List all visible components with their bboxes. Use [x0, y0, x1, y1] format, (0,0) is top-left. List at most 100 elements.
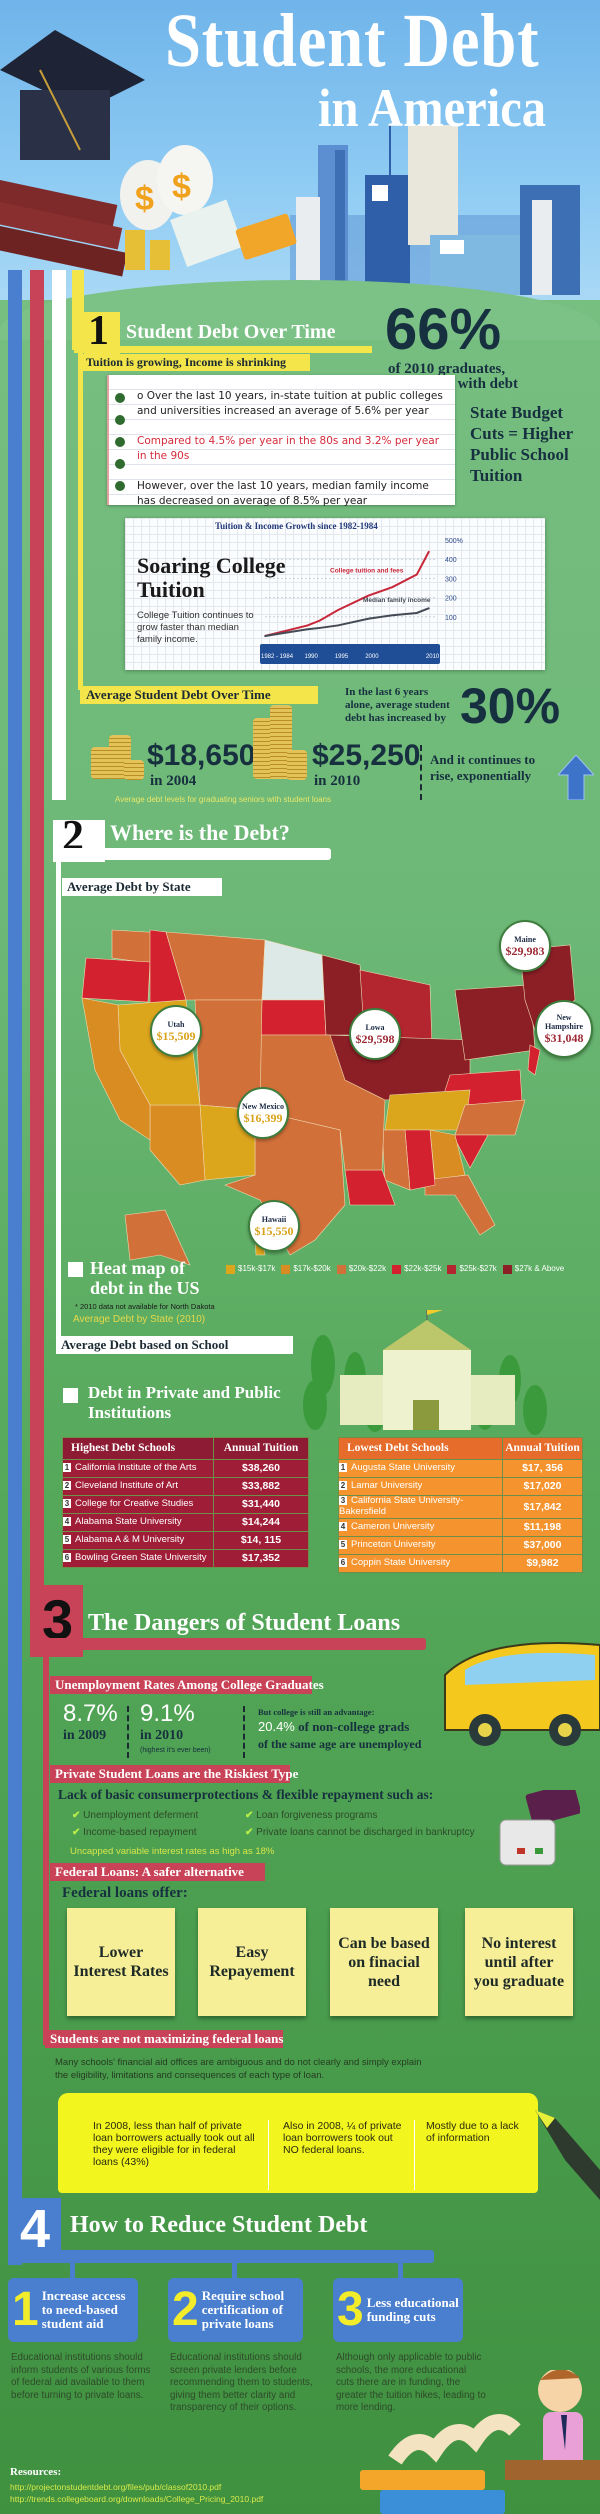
school-name: California Institute of the Arts: [75, 1462, 197, 1474]
section-4-number: 4: [20, 2199, 51, 2259]
legend-item: $25k-$27k: [447, 1264, 497, 1274]
yellow-stripe: [72, 270, 84, 350]
table-row: 6 Bowling Green State University $17,352: [62, 1549, 309, 1568]
map-footnote: * 2010 data not available for North Dako…: [75, 1302, 215, 1311]
institutions-bullet: [63, 1388, 78, 1403]
state-north-carolina: [454, 1099, 526, 1136]
resource-link[interactable]: http://projectonstudentdebt.org/files/pu…: [10, 2482, 222, 2492]
data-point: [428, 607, 430, 609]
coin-stack-icon: [287, 750, 307, 780]
step-3-description: Although only applicable to public schoo…: [336, 2352, 486, 2413]
up-arrow-icon: [558, 755, 594, 800]
rank-badge: 3: [63, 1499, 71, 1509]
sticky-note-financial-need: Can be based on finacial need: [330, 1908, 438, 2016]
school-name: College for Creative Studies: [75, 1498, 194, 1510]
sticky-note-lower-rates: Lower Interest Rates: [67, 1908, 175, 2016]
rise-text: And it continues to rise, exponentially: [430, 752, 536, 783]
legend-item: $22k-$25k: [392, 1264, 441, 1274]
state-florida: [424, 1174, 496, 1236]
data-point: [264, 635, 266, 637]
data-point: [318, 619, 321, 622]
connector: [232, 2263, 237, 2279]
section-1-number: 1: [88, 308, 109, 354]
rate-2010: 9.1%: [140, 1700, 195, 1727]
data-point: [367, 617, 370, 620]
rate-2009-year: in 2009: [63, 1728, 107, 1743]
state-kentucky-tennessee: [384, 1089, 471, 1131]
callout-value: $29,983: [505, 943, 545, 958]
fact-3: Mostly due to a lack of information: [426, 2120, 519, 2144]
state-budget-cuts-text: State Budget Cuts = Higher Public School…: [470, 403, 573, 485]
table-row: 1 Augusta State University $17, 356: [338, 1459, 583, 1478]
dashed-divider: [127, 1706, 129, 1758]
caption-line-1: of 2010 graduates,: [388, 361, 506, 377]
step-title: Require school certification of private …: [201, 2288, 285, 2331]
legend-label: $15k-$17k: [238, 1264, 276, 1273]
lack-protections-text: Lack of basic consumerprotections & flex…: [58, 1787, 434, 1802]
advantage-line-1: 20.4% of non-college grads: [258, 1719, 409, 1734]
checklist-right: ✔ Loan forgiveness programs ✔ Private lo…: [245, 1807, 475, 1841]
school-name: Cleveland Institute of Art: [75, 1480, 178, 1492]
data-point: [415, 573, 418, 576]
page-title: Student Debt: [165, 0, 540, 83]
callout-value: $16,399: [243, 1110, 283, 1125]
step-number: 1: [12, 2283, 39, 2336]
dashed-divider: [243, 1706, 245, 1758]
note-tuition-increase: o Over the last 10 years, in-state tuiti…: [137, 390, 443, 417]
table-row: 5 Alabama A & M University $14, 115: [62, 1531, 309, 1550]
state-california: [81, 997, 151, 1141]
debt-increase-text: In the last 6 years alone, average stude…: [345, 686, 450, 724]
checkmark-icon: ✔: [72, 1827, 81, 1838]
annual-tuition: $14, 115: [213, 1531, 309, 1550]
check-item: ✔ Unemployment deferment: [72, 1807, 198, 1824]
legend-item: $20k-$22k: [336, 1264, 387, 1274]
resource-link[interactable]: http://trends.collegeboard.org/downloads…: [10, 2494, 264, 2504]
legend-label: $20k-$22k: [348, 1264, 387, 1273]
fact-1: In 2008, less than half of private loan …: [93, 2120, 255, 2168]
data-point: [428, 550, 430, 553]
checkmark-icon: ✔: [72, 1810, 81, 1821]
legend-label: $17k-$20k: [293, 1264, 331, 1273]
advantage-text: of non-college grads: [298, 1719, 410, 1734]
data-point: [367, 594, 370, 597]
rate-2010-note: (highest it's ever been): [140, 1747, 211, 1754]
lowest-debt-table: Lowest Debt Schools Annual Tuition 1 Augus…: [338, 1437, 583, 1573]
data-point: [391, 614, 394, 617]
white-section-line: [56, 855, 61, 1350]
us-heat-map: [81, 929, 576, 1266]
tuition-income-chart: Tuition & Income Growth since 1982-1984 …: [125, 518, 545, 670]
rate-2009: 8.7%: [63, 1700, 118, 1727]
connector: [398, 2263, 403, 2279]
check-label: Unemployment deferment: [83, 1810, 199, 1821]
col-header-school: Highest Debt Schools: [62, 1437, 214, 1460]
section-4-title: How to Reduce Student Debt: [70, 2212, 368, 2238]
school-name: Princeton University: [351, 1538, 436, 1550]
notebook-paper: o Over the last 10 years, in-state tuiti…: [107, 375, 455, 507]
callout-state: Maine: [514, 934, 536, 944]
col-header-school: Lowest Debt Schools: [338, 1437, 503, 1460]
institutions-title: Debt in Private and Public Institutions: [88, 1383, 281, 1422]
note-comparison: Compared to 4.5% per year in the 80s and…: [137, 435, 440, 462]
line-chart-svg: 500% 400 300 200 100 1982 - 1984 1990 1995 2000 2…: [260, 538, 463, 664]
table-row: 3 College for Creative Studies $31,440: [62, 1495, 309, 1514]
rate-2010-year: in 2010: [140, 1728, 184, 1743]
checkmark-icon: ✔: [245, 1827, 254, 1838]
check-label: Private loans cannot be discharged in ba…: [256, 1827, 475, 1838]
series-label: Median family income: [363, 597, 431, 604]
debt-2010-value: $25,250: [312, 739, 421, 772]
red-stripe: [30, 270, 44, 1600]
y-tick-label: 500%: [445, 538, 463, 545]
table-row: 1 California Institute of the Arts $38,260: [62, 1459, 309, 1478]
table-row: 2 Cleveland Institute of Art $33,882: [62, 1477, 309, 1496]
fact-2: Also in 2008, ¼ of private loan borrower…: [283, 2120, 402, 2156]
callout-value: $31,048: [544, 1031, 584, 1045]
yellow-section-line: [78, 345, 83, 690]
data-point: [391, 586, 394, 588]
section-1-title-bar: [74, 346, 372, 353]
y-tick-label: 400: [445, 557, 457, 564]
callout-state: Utah: [167, 1019, 185, 1029]
legend-label: $25k-$27k: [459, 1264, 497, 1273]
check-item: ✔ Loan forgiveness programs: [245, 1807, 475, 1824]
chart-title: Tuition & Income Growth since 1982-1984: [215, 521, 378, 531]
dashed-divider: [420, 745, 422, 800]
